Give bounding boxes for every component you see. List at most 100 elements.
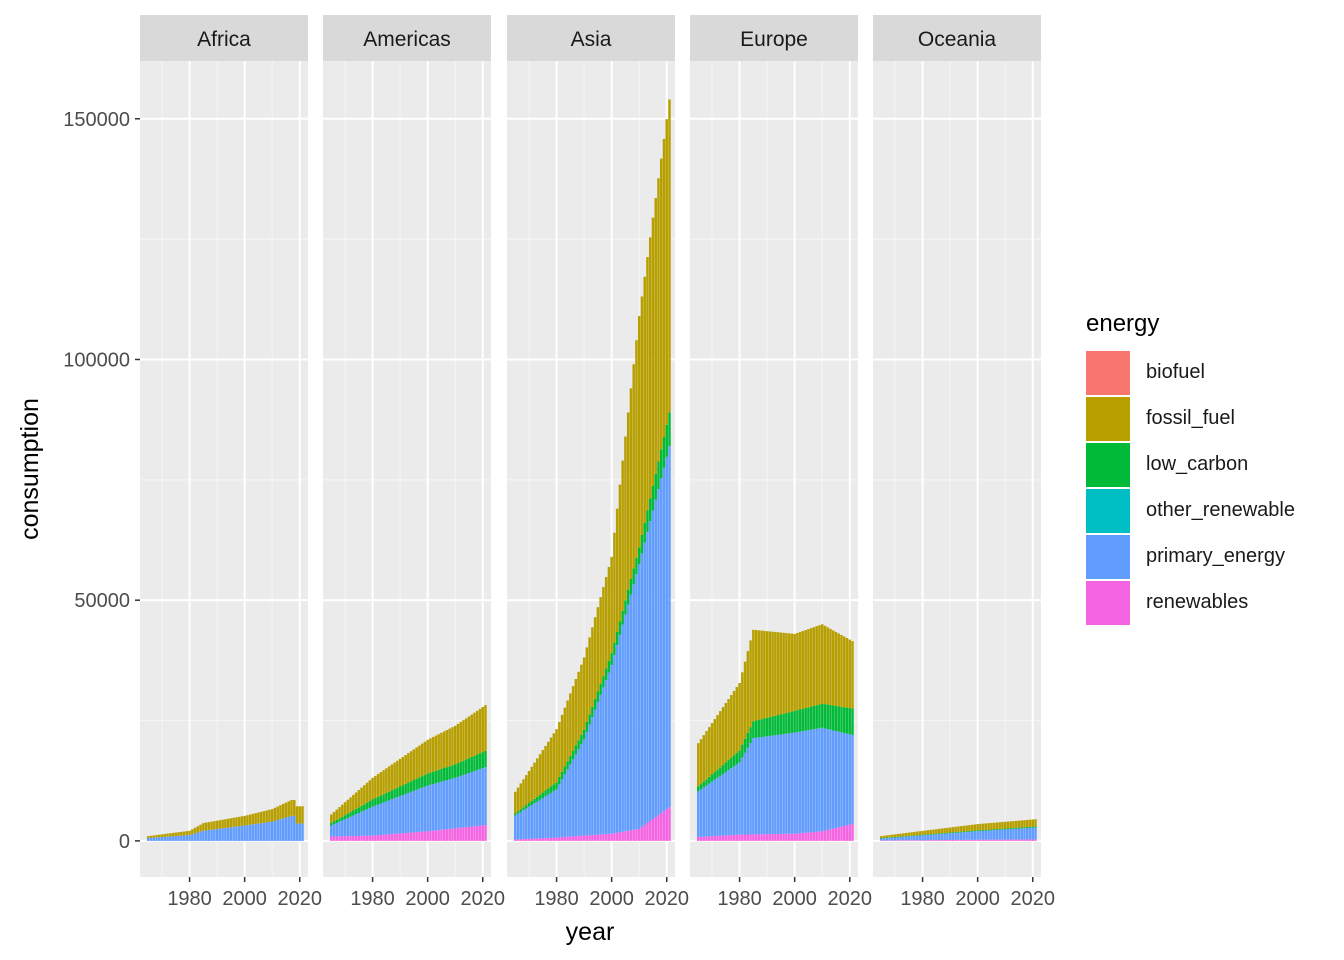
bar-low-carbon [343, 815, 347, 820]
bar-fossil-fuel [207, 822, 211, 831]
bar-renewables [473, 826, 476, 841]
bar-fossil-fuel [574, 678, 578, 746]
bar-fossil-fuel [826, 627, 829, 705]
bar-primary-energy [281, 818, 285, 841]
bar-low-carbon [582, 729, 586, 740]
bar-fossil-fuel [935, 829, 938, 834]
bar-low-carbon [473, 755, 476, 772]
bar-fossil-fuel [415, 747, 418, 779]
bar-low-carbon [785, 712, 788, 734]
bar-primary-energy [815, 728, 818, 832]
bar-renewables [640, 826, 644, 841]
bar-fossil-fuel [1003, 821, 1007, 829]
bar-primary-energy [1025, 827, 1029, 840]
x-tick-label: 1980 [717, 888, 762, 910]
bar-low-carbon [610, 653, 613, 666]
bar-primary-energy [913, 835, 916, 841]
bar-primary-energy [998, 829, 1001, 840]
bar-low-carbon [1006, 828, 1010, 830]
bar-low-carbon [970, 830, 974, 832]
bar-fossil-fuel [998, 822, 1001, 829]
bar-renewables [437, 830, 440, 841]
bar-fossil-fuel [968, 825, 971, 832]
bar-renewables [563, 836, 567, 841]
bar-low-carbon [837, 706, 840, 732]
bar-fossil-fuel [569, 693, 572, 756]
bar-fossil-fuel [760, 630, 763, 720]
bar-fossil-fuel [804, 630, 807, 709]
facet-strip-label: Europe [740, 28, 808, 51]
bar-fossil-fuel [809, 628, 813, 707]
bar-primary-energy [932, 834, 935, 841]
bar-primary-energy [182, 835, 186, 841]
bar-primary-energy [525, 808, 528, 839]
bar-primary-energy [937, 834, 941, 841]
bar-primary-energy [818, 728, 821, 832]
bar-fossil-fuel [812, 627, 816, 706]
bar-low-carbon [440, 768, 443, 782]
bar-fossil-fuel [371, 777, 374, 800]
bar-low-carbon [415, 778, 418, 790]
bar-low-carbon [826, 704, 829, 730]
bar-renewables [654, 817, 657, 841]
bar-primary-energy [732, 766, 736, 835]
bar-low-carbon [924, 834, 927, 836]
bar-primary-energy [746, 747, 750, 835]
bar-renewables [1001, 839, 1004, 841]
bar-primary-energy [365, 809, 369, 836]
bar-fossil-fuel [177, 832, 180, 836]
bar-low-carbon [782, 713, 785, 735]
bar-fossil-fuel [445, 730, 449, 768]
bar-primary-energy [420, 787, 424, 832]
bar-primary-energy [823, 728, 827, 831]
bar-low-carbon [801, 708, 805, 732]
bar-fossil-fuel [716, 715, 719, 770]
bar-renewables [440, 829, 443, 841]
bar-fossil-fuel [893, 834, 897, 837]
bar-renewables [635, 829, 638, 841]
bar-fossil-fuel [188, 830, 191, 836]
bar-primary-energy [298, 823, 301, 841]
bar-primary-energy [798, 731, 802, 834]
bar-renewables [705, 836, 708, 841]
bar-low-carbon [708, 776, 711, 784]
bar-fossil-fuel [990, 822, 993, 830]
bar-low-carbon [710, 774, 714, 782]
bar-renewables [629, 830, 633, 841]
bar-primary-energy [657, 489, 660, 816]
bar-low-carbon [845, 707, 849, 734]
bar-fossil-fuel [851, 641, 854, 709]
bar-low-carbon [697, 786, 700, 792]
bar-renewables [484, 825, 487, 841]
bar-fossil-fuel [229, 818, 233, 828]
bar-fossil-fuel [448, 728, 451, 767]
bar-renewables [418, 831, 421, 841]
bar-renewables [527, 838, 531, 841]
bar-fossil-fuel [926, 830, 930, 835]
bar-primary-energy [801, 731, 805, 833]
bar-renewables [990, 839, 993, 841]
x-tick-label: 2000 [222, 888, 267, 910]
bar-fossil-fuel [248, 814, 252, 825]
bar-low-carbon [560, 771, 564, 780]
bar-renewables [774, 834, 777, 841]
bar-fossil-fuel [196, 826, 200, 833]
bar-primary-energy [976, 831, 979, 840]
bar-fossil-fuel [654, 197, 657, 474]
bar-fossil-fuel [360, 787, 363, 806]
bar-fossil-fuel [948, 827, 952, 833]
bar-primary-energy [354, 814, 358, 836]
bar-renewables [801, 832, 805, 841]
bar-primary-energy [710, 781, 714, 837]
bar-fossil-fuel [292, 799, 296, 816]
bar-primary-energy [330, 825, 333, 837]
bar-low-carbon [558, 776, 561, 785]
bar-low-carbon [774, 715, 777, 736]
y-tick-label: 50000 [74, 590, 130, 612]
bar-primary-energy [741, 757, 744, 835]
bar-renewables [921, 840, 924, 841]
bar-fossil-fuel [779, 632, 783, 715]
bar-fossil-fuel [699, 739, 703, 785]
bar-primary-energy [774, 735, 777, 835]
bar-fossil-fuel [401, 756, 405, 786]
